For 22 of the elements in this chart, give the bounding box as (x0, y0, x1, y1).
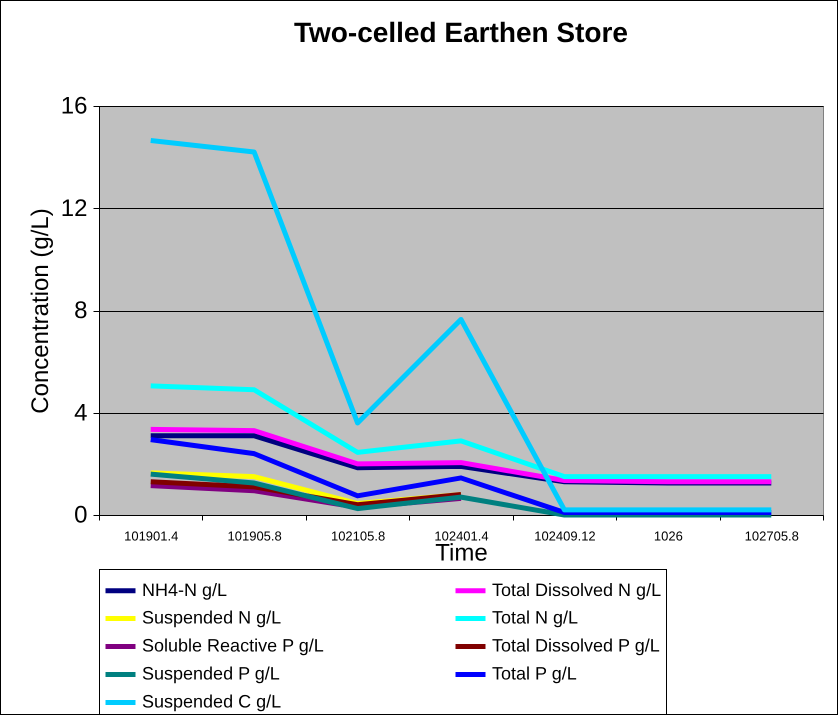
y-tick-label: 8 (74, 297, 88, 324)
x-tick-label: 102705.8 (744, 528, 799, 544)
legend-label: Total Dissolved P g/L (492, 636, 660, 656)
y-tick-label: 4 (74, 399, 88, 426)
legend-label: Total Dissolved N g/L (492, 580, 662, 600)
chart-title: Two-celled Earthen Store (294, 17, 628, 48)
x-tick-label: 102105.8 (330, 528, 386, 544)
legend-label: Total P g/L (492, 664, 577, 684)
x-tick-label: 102409.12 (534, 528, 596, 544)
legend-label: NH4-N g/L (142, 580, 228, 600)
legend-label: Suspended P g/L (142, 664, 280, 684)
legend-label: Total N g/L (492, 608, 578, 628)
y-tick-label: 12 (60, 194, 88, 222)
y-tick-label: 0 (74, 502, 88, 528)
y-tick-label: 16 (60, 92, 88, 120)
legend-label: Suspended C g/L (142, 692, 282, 712)
y-axis-title: Concentration (g/L) (26, 208, 54, 414)
legend-label: Suspended N g/L (142, 608, 282, 628)
legend-label: Soluble Reactive P g/L (142, 636, 324, 656)
x-tick-label: 101901.4 (124, 528, 178, 544)
x-tick-label: 101905.8 (228, 528, 282, 544)
x-tick-label: 1026 (654, 528, 683, 544)
